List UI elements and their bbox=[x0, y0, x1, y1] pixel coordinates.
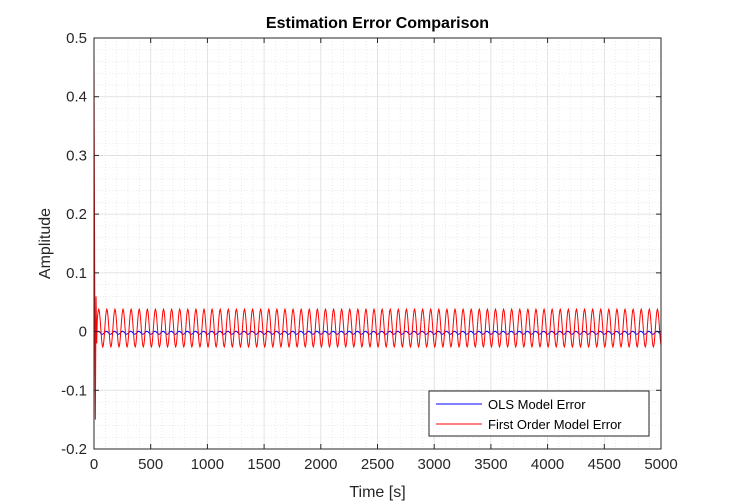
legend-box bbox=[428, 390, 650, 437]
series-layer bbox=[93, 55, 662, 420]
x-tick-label: 4000 bbox=[531, 456, 564, 473]
y-tick-label: 0 bbox=[79, 324, 87, 341]
x-tick-label: 2500 bbox=[361, 456, 394, 473]
x-tick-label: 1000 bbox=[191, 456, 224, 473]
legend-label-first-order: First Order Model Error bbox=[488, 417, 622, 432]
series-line-1 bbox=[93, 55, 662, 420]
x-tick-label: 0 bbox=[90, 456, 98, 473]
chart-title: Estimation Error Comparison bbox=[266, 15, 489, 32]
y-tick-label: -0.1 bbox=[61, 382, 87, 399]
axis-ticks bbox=[93, 37, 662, 450]
y-tick-label: -0.2 bbox=[61, 441, 87, 458]
y-tick-label: 0.5 bbox=[66, 30, 87, 47]
x-tick-label: 3500 bbox=[474, 456, 507, 473]
y-tick-label: 0.2 bbox=[66, 206, 87, 223]
x-tick-label: 5000 bbox=[644, 456, 677, 473]
y-tick-labels: -0.2 -0.1 0 0.1 0.2 0.3 0.4 0.5 bbox=[61, 30, 87, 458]
legend: OLS Model Error First Order Model Error bbox=[428, 390, 650, 437]
y-tick-label: 0.3 bbox=[66, 147, 87, 164]
y-tick-label: 0.4 bbox=[66, 89, 87, 106]
x-axis-label: Time [s] bbox=[349, 484, 405, 501]
x-tick-labels: 0 500 1000 1500 2000 2500 3000 3500 4000 4500 5000 bbox=[90, 456, 678, 473]
y-axis-label: Amplitude bbox=[37, 208, 54, 279]
minor-grid bbox=[94, 38, 661, 449]
x-tick-label: 4500 bbox=[588, 456, 621, 473]
y-tick-label: 0.1 bbox=[66, 265, 87, 282]
x-tick-label: 500 bbox=[138, 456, 163, 473]
x-tick-label: 1500 bbox=[247, 456, 280, 473]
x-tick-label: 3000 bbox=[418, 456, 451, 473]
x-tick-label: 2000 bbox=[304, 456, 337, 473]
legend-label-ols: OLS Model Error bbox=[488, 397, 586, 412]
